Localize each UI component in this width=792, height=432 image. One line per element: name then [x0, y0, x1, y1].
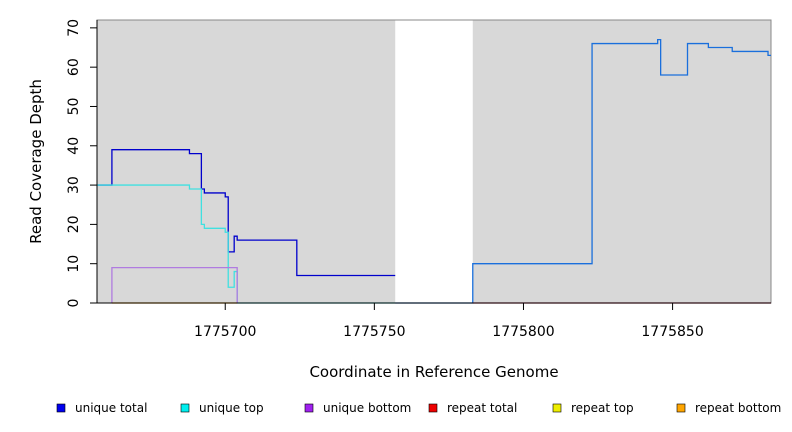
legend-swatch [180, 403, 190, 413]
shaded-regions [97, 20, 771, 303]
legend-swatch [304, 403, 314, 413]
legend-label: repeat total [447, 401, 517, 415]
y-axis-title: Read Coverage Depth [27, 79, 45, 244]
series-line-4 [395, 39, 771, 304]
x-tick-label: 1775850 [641, 324, 703, 340]
legend-swatch [552, 403, 562, 413]
x-axis-title: Coordinate in Reference Genome [309, 363, 558, 381]
legend-label: unique top [199, 401, 264, 415]
legend-swatch [428, 403, 438, 413]
series-line-2 [111, 266, 238, 303]
axes: 1775700 1775750 1775800 1775850 0 10 20 30 40 50 6… [66, 19, 771, 340]
legend: unique total unique top unique bottom repea… [56, 401, 781, 415]
y-tick-label: 50 [66, 98, 82, 116]
legend-label: repeat bottom [695, 401, 781, 415]
y-tick-label: 20 [66, 215, 82, 233]
x-tick-label: 1775700 [194, 324, 256, 340]
legend-label: repeat top [571, 401, 634, 415]
y-tick-label: 30 [66, 176, 82, 194]
shaded-region-0 [97, 20, 396, 303]
shaded-region-1 [472, 20, 771, 303]
legend-label: unique bottom [323, 401, 411, 415]
series-line-1 [97, 184, 396, 304]
y-tick-label: 0 [66, 299, 82, 308]
legend-label: unique total [75, 401, 147, 415]
series-line-0 [97, 149, 396, 277]
x-tick-label: 1775750 [343, 324, 405, 340]
y-tick-label: 40 [66, 137, 82, 155]
y-tick-label: 60 [66, 58, 82, 76]
y-tick-label: 10 [66, 255, 82, 273]
y-tick-label: 70 [66, 19, 82, 37]
legend-swatch [56, 403, 66, 413]
legend-swatch [676, 403, 686, 413]
x-tick-label: 1775800 [492, 324, 554, 340]
